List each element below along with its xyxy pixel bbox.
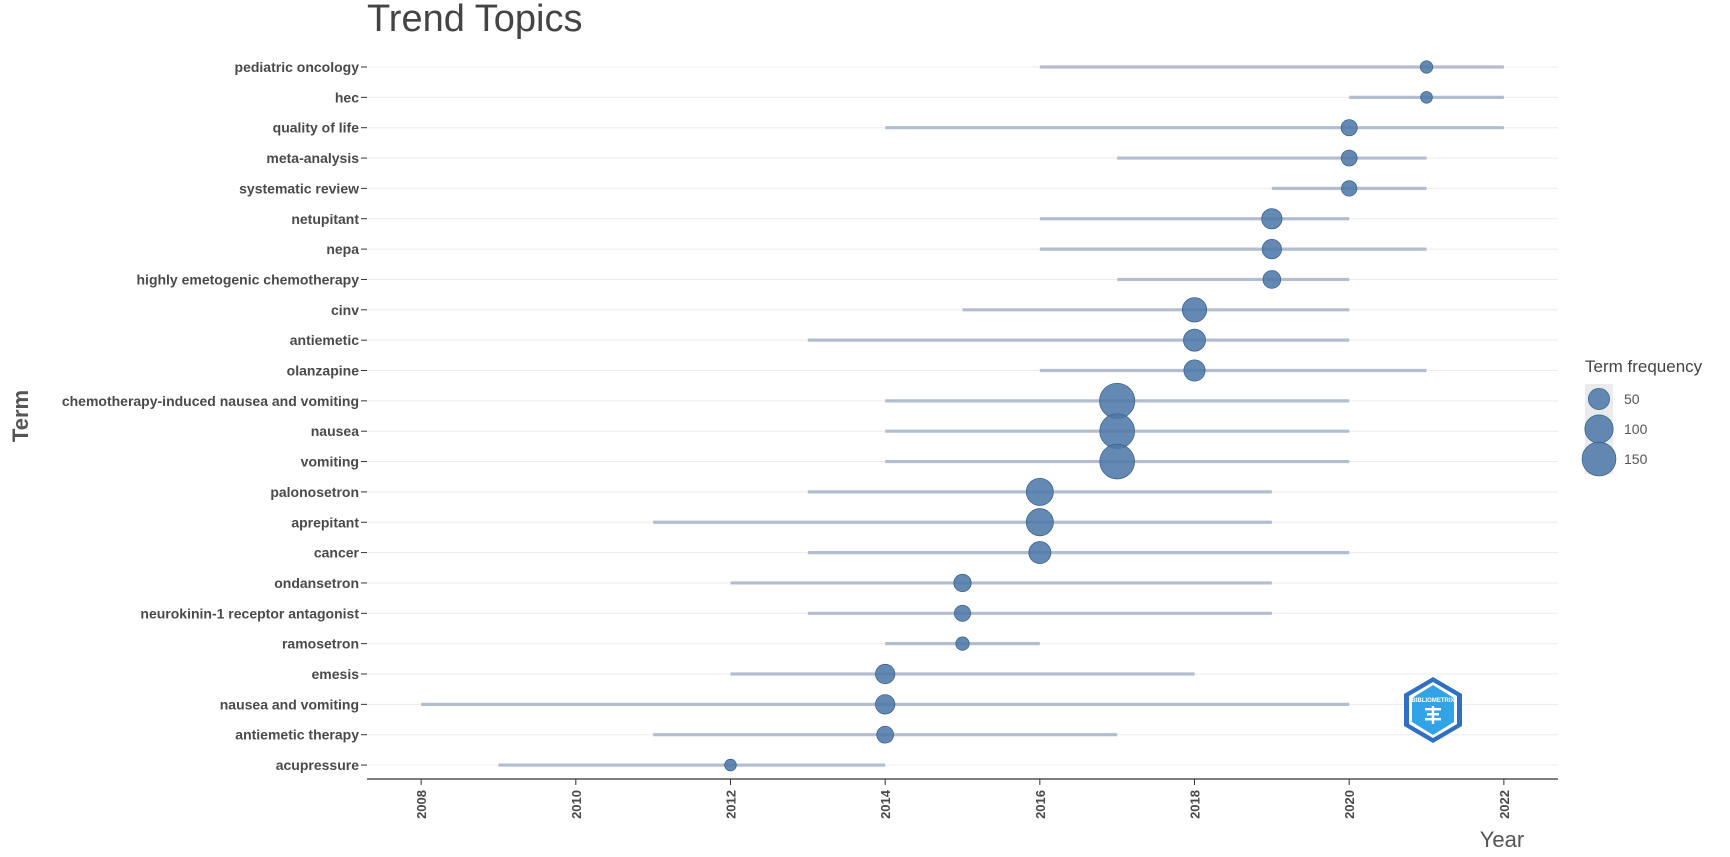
term-label: quality of life — [273, 120, 360, 136]
x-axis: 2008 2010 2012 2014 2016 2018 2020 2022 — [367, 778, 1558, 819]
legend-label: 50 — [1624, 391, 1640, 407]
term-point — [1420, 91, 1433, 104]
term-point — [954, 604, 971, 622]
term-point — [1340, 149, 1358, 167]
bibliometrix-logo-icon: BIBLIOMETRIX — [1404, 677, 1462, 743]
term-label: netupitant — [291, 211, 359, 227]
year-range-lines — [421, 65, 1504, 767]
median-year-points — [724, 60, 1434, 772]
term-label: ramosetron — [282, 636, 359, 652]
term-label: olanzapine — [287, 363, 360, 379]
x-axis-title: Year — [1480, 827, 1524, 852]
term-point — [1183, 328, 1206, 352]
term-label: emesis — [312, 666, 360, 682]
x-tick-label: 2016 — [1033, 790, 1048, 819]
term-label: vomiting — [301, 454, 359, 470]
term-label: palonosetron — [270, 484, 359, 500]
term-label: acupressure — [276, 757, 359, 773]
term-label: cinv — [331, 302, 359, 318]
term-point — [1183, 359, 1206, 382]
term-point — [1341, 180, 1358, 197]
term-point — [953, 573, 972, 593]
term-point — [1262, 270, 1282, 289]
legend-entries: 50 100 150 — [1581, 387, 1648, 477]
term-point — [1028, 541, 1052, 565]
term-point — [1261, 208, 1283, 230]
term-label: cancer — [314, 545, 360, 561]
term-label: meta-analysis — [266, 150, 359, 166]
logo-stem — [1431, 706, 1435, 724]
legend-title: Term frequency — [1585, 357, 1703, 376]
term-label: antiemetic therapy — [235, 727, 359, 743]
x-tick-label: 2012 — [723, 790, 738, 819]
term-labels: pediatric oncology hec quality of life meta… — [62, 59, 367, 773]
x-tick-label: 2008 — [414, 790, 429, 819]
term-point — [876, 725, 894, 744]
term-label: highly emetogenic chemotherapy — [137, 271, 360, 287]
term-point — [875, 663, 896, 685]
term-point — [955, 636, 970, 651]
x-tick-label: 2022 — [1497, 790, 1512, 819]
x-tick-label: 2010 — [569, 790, 584, 819]
term-point — [1419, 60, 1434, 74]
logo-text: BIBLIOMETRIX — [1412, 698, 1455, 704]
term-label: nausea — [311, 423, 359, 439]
term-point — [724, 758, 737, 772]
term-label: nausea and vomiting — [220, 696, 359, 712]
term-label: chemotherapy-induced nausea and vomiting — [62, 393, 359, 409]
term-label: systematic review — [239, 180, 359, 196]
term-label: pediatric oncology — [235, 59, 360, 75]
y-axis-title: Term — [8, 390, 33, 442]
x-tick-label: 2020 — [1342, 790, 1357, 819]
x-tick-label: 2014 — [878, 789, 893, 819]
term-point — [1099, 413, 1135, 449]
chart-title: Trend Topics — [367, 0, 582, 40]
term-point — [875, 694, 896, 715]
legend-label: 150 — [1624, 451, 1648, 467]
term-label: antiemetic — [290, 332, 359, 348]
term-point — [1025, 508, 1054, 537]
gridlines — [367, 66, 1558, 766]
term-point — [1025, 477, 1054, 506]
legend-key-point — [1581, 441, 1617, 477]
term-label: neurokinin-1 receptor antagonist — [140, 605, 359, 621]
legend-key-point — [1584, 414, 1614, 444]
term-point — [1099, 443, 1135, 480]
legend-label: 100 — [1624, 421, 1648, 437]
x-tick-label: 2018 — [1188, 790, 1203, 819]
term-label: nepa — [326, 241, 359, 257]
term-label: ondansetron — [274, 575, 359, 591]
term-point — [1340, 119, 1358, 137]
legend: Term frequency 50 100 150 — [1581, 357, 1703, 477]
term-label: aprepitant — [291, 514, 359, 530]
legend-key-point — [1588, 387, 1611, 410]
term-point — [1261, 239, 1282, 260]
term-label: hec — [335, 89, 359, 105]
term-point — [1099, 382, 1136, 419]
term-point — [1181, 297, 1208, 323]
